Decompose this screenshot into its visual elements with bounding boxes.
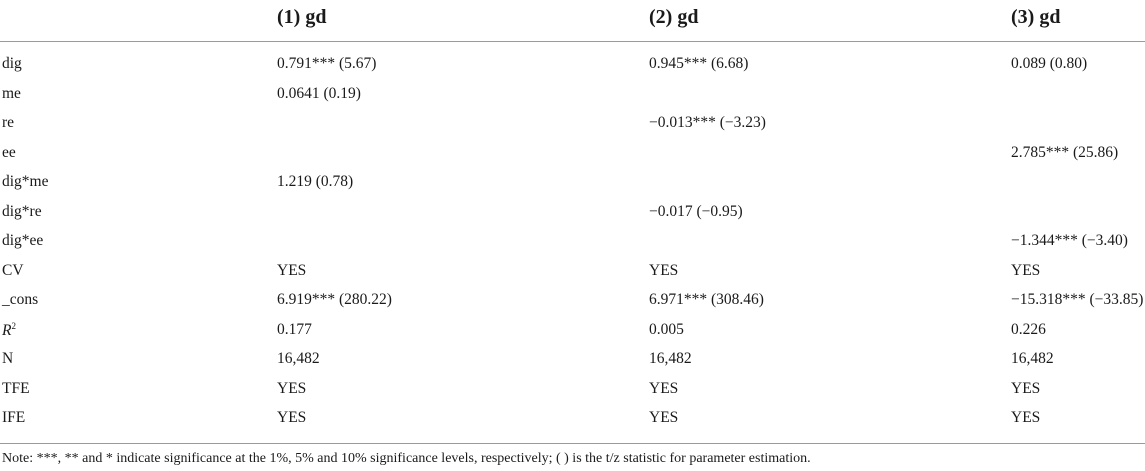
row-label: IFE	[2, 409, 26, 426]
table-cell: 0.226	[1011, 320, 1046, 338]
table-cell: 6.919*** (280.22)	[277, 291, 392, 308]
table-row: CV YES YES YES	[0, 257, 1145, 286]
table-cell: YES	[1011, 261, 1041, 279]
table-row: dig*re −0.017 (−0.95)	[0, 198, 1145, 227]
table-cell: 0.177	[277, 320, 312, 338]
table-cell: YES	[1011, 379, 1041, 397]
row-label: dig*re	[2, 202, 42, 220]
table-cell: 0.0641 (0.19)	[277, 84, 361, 102]
table-row: re −0.013*** (−3.23)	[0, 109, 1145, 138]
column-header-3: (3) gd	[1011, 6, 1061, 28]
table-cell: −15.318*** (−33.85)	[1011, 291, 1144, 308]
table-header: (1) gd (2) gd (3) gd	[0, 0, 1145, 41]
r-squared-label: R	[2, 321, 12, 339]
table-cell: 16,482	[649, 350, 692, 367]
table-cell: 1.219 (0.78)	[277, 173, 354, 190]
table-cell: 0.945*** (6.68)	[649, 55, 749, 72]
row-label: TFE	[2, 379, 30, 397]
bottom-rule	[0, 443, 1145, 444]
table-row: R2 0.177 0.005 0.226	[0, 316, 1145, 345]
table-row: N 16,482 16,482 16,482	[0, 345, 1145, 374]
row-label: dig*me	[2, 173, 49, 190]
table-row: me 0.0641 (0.19)	[0, 80, 1145, 109]
row-label: me	[2, 84, 21, 102]
row-label: N	[2, 350, 14, 367]
row-label: R2	[2, 321, 16, 340]
row-label: ee	[2, 143, 16, 161]
table-cell: YES	[277, 261, 307, 279]
table-cell: 16,482	[1011, 350, 1054, 367]
table-cell: −1.344*** (−3.40)	[1011, 232, 1128, 249]
table-cell: YES	[649, 379, 679, 397]
table-cell: YES	[649, 409, 679, 426]
table-row: IFE YES YES YES	[0, 404, 1145, 433]
table-cell: YES	[1011, 409, 1041, 426]
header-rule	[0, 41, 1145, 42]
table-cell: 2.785*** (25.86)	[1011, 143, 1119, 161]
row-label: _cons	[2, 291, 39, 308]
table-cell: 0.791*** (5.67)	[277, 55, 377, 72]
column-header-1: (1) gd	[277, 6, 327, 28]
row-label: dig	[2, 55, 22, 72]
table-row: ee 2.785*** (25.86)	[0, 139, 1145, 168]
column-header-2: (2) gd	[649, 6, 699, 28]
row-label: re	[2, 114, 15, 131]
table-cell: YES	[277, 379, 307, 397]
table-row: dig*ee −1.344*** (−3.40)	[0, 227, 1145, 256]
table-cell: −0.013*** (−3.23)	[649, 114, 766, 131]
table-row: _cons 6.919*** (280.22) 6.971*** (308.46) −…	[0, 286, 1145, 315]
table-row: dig 0.791*** (5.67) 0.945*** (6.68) 0.089 (…	[0, 50, 1145, 79]
table-note: Note: ***, ** and * indicate significanc…	[2, 451, 811, 466]
table-cell: 0.089 (0.80)	[1011, 55, 1088, 72]
table-row: TFE YES YES YES	[0, 375, 1145, 404]
table-cell: −0.017 (−0.95)	[649, 202, 743, 220]
table-cell: 16,482	[277, 350, 320, 367]
row-label: dig*ee	[2, 232, 44, 249]
table-cell: 6.971*** (308.46)	[649, 291, 764, 308]
row-label: CV	[2, 261, 24, 279]
table-cell: 0.005	[649, 320, 684, 338]
table-cell: YES	[649, 261, 679, 279]
table-cell: YES	[277, 409, 307, 426]
table-row: dig*me 1.219 (0.78)	[0, 168, 1145, 197]
r-squared-superscript: 2	[11, 320, 16, 331]
